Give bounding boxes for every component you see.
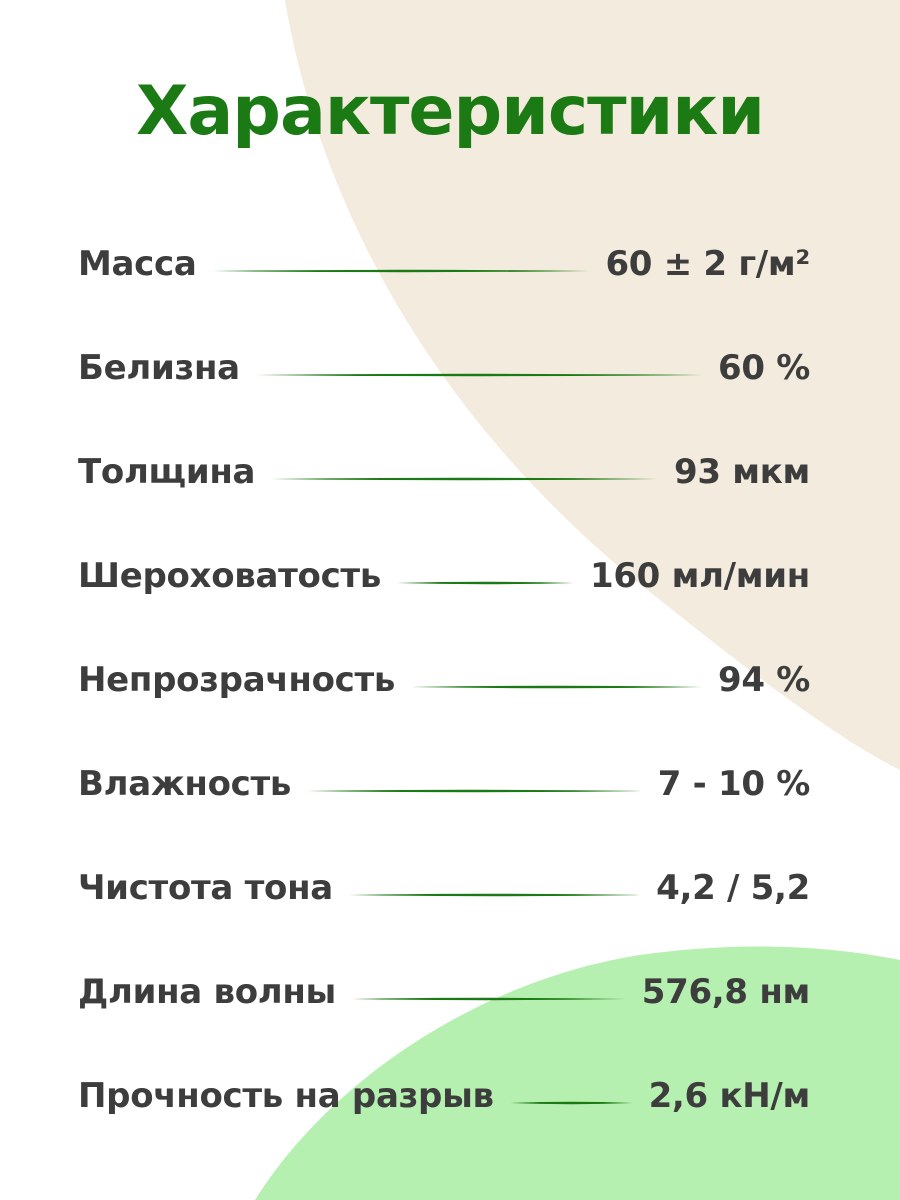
spec-label: Шероховатость	[78, 556, 382, 596]
leader-line	[411, 684, 702, 689]
spec-row: Чистота тона 4,2 / 5,2	[78, 836, 810, 940]
spec-value: 2,6 кН/м	[648, 1076, 811, 1116]
spec-label: Прочность на разрыв	[78, 1076, 494, 1116]
spec-value: 7 - 10 %	[657, 764, 811, 804]
leader-line	[212, 268, 590, 273]
leader-line	[509, 1100, 633, 1105]
spec-row: Непрозрачность 94 %	[78, 628, 810, 732]
specs-list: Масса 60 ± 2 г/м² Белизна 60 % Толщина 93 мкм…	[78, 212, 810, 1148]
leader-line	[348, 892, 641, 897]
spec-row: Прочность на разрыв 2,6 кН/м	[78, 1044, 810, 1148]
spec-row: Толщина 93 мкм	[78, 420, 810, 524]
spec-row: Влажность 7 - 10 %	[78, 732, 810, 836]
spec-row: Масса 60 ± 2 г/м²	[78, 212, 810, 316]
spec-label: Влажность	[78, 764, 292, 804]
spec-value: 160 мл/мин	[589, 556, 810, 596]
spec-value: 60 ± 2 г/м²	[605, 244, 810, 284]
spec-label: Длина волны	[78, 972, 336, 1012]
spec-value: 60 %	[717, 348, 810, 388]
spec-value: 93 мкм	[673, 452, 810, 492]
spec-value: 94 %	[717, 660, 810, 700]
leader-line	[255, 372, 702, 377]
spec-label: Масса	[78, 244, 197, 284]
spec-row: Белизна 60 %	[78, 316, 810, 420]
page-title: Характеристики	[135, 72, 765, 151]
spec-label: Непрозрачность	[78, 660, 396, 700]
leader-line	[352, 996, 626, 1001]
leader-line	[397, 580, 574, 585]
green-decorative-shape	[255, 946, 900, 1200]
spec-value: 4,2 / 5,2	[656, 868, 810, 908]
spec-label: Чистота тона	[78, 868, 333, 908]
spec-label: Толщина	[78, 452, 256, 492]
spec-label: Белизна	[78, 348, 240, 388]
spec-value: 576,8 нм	[641, 972, 811, 1012]
beige-decorative-shape	[285, 0, 900, 770]
spec-row: Длина волны 576,8 нм	[78, 940, 810, 1044]
leader-line	[271, 476, 658, 481]
spec-row: Шероховатость 160 мл/мин	[78, 524, 810, 628]
leader-line	[307, 788, 642, 793]
